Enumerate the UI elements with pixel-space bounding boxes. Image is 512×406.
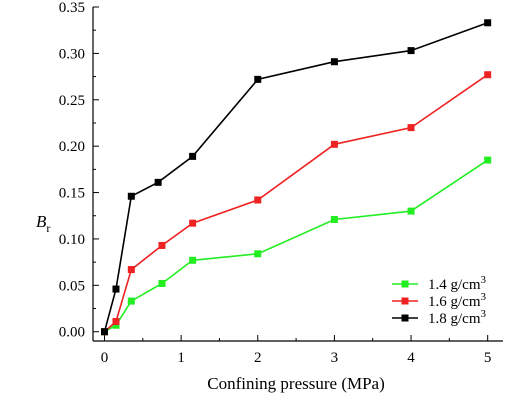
data-point xyxy=(100,328,108,336)
y-tick-label: 0.20 xyxy=(59,139,85,155)
data-point xyxy=(330,58,338,66)
data-point xyxy=(154,178,162,186)
legend-label: 1.8 g/cm3 xyxy=(428,308,487,327)
data-point xyxy=(158,279,166,287)
data-point xyxy=(189,256,197,264)
y-axis-label: Br xyxy=(36,212,50,235)
data-point xyxy=(407,47,415,55)
y-tick-label: 0.35 xyxy=(59,0,85,16)
data-point xyxy=(112,321,120,329)
legend-marker xyxy=(401,297,409,305)
y-tick-label: 0.15 xyxy=(59,186,85,202)
x-tick-label: 0 xyxy=(101,350,109,366)
legend-label: 1.4 g/cm3 xyxy=(428,274,487,293)
y-tick-label: 0.30 xyxy=(59,46,85,62)
data-point xyxy=(127,266,135,274)
legend-marker xyxy=(401,314,409,322)
data-point xyxy=(484,19,492,27)
data-point xyxy=(112,285,120,293)
x-axis-label: Confining pressure (MPa) xyxy=(207,374,385,393)
series-3 xyxy=(100,19,492,336)
data-point xyxy=(484,156,492,164)
x-tick-label: 2 xyxy=(254,350,262,366)
data-point xyxy=(407,207,415,215)
data-point xyxy=(127,192,135,200)
series-group xyxy=(100,19,492,336)
data-point xyxy=(158,241,166,249)
data-point xyxy=(127,297,135,305)
y-axis-label-main: B xyxy=(36,212,47,231)
x-tick-label: 4 xyxy=(407,350,415,366)
y-tick-label: 0.00 xyxy=(59,325,85,341)
legend-marker xyxy=(401,280,409,288)
data-point xyxy=(254,250,262,258)
x-tick-label: 1 xyxy=(177,350,185,366)
y-tick-label: 0.05 xyxy=(59,278,85,294)
data-point xyxy=(189,219,197,227)
data-point xyxy=(189,152,197,160)
data-point xyxy=(330,215,338,223)
legend-label: 1.6 g/cm3 xyxy=(428,291,487,310)
series-1 xyxy=(100,156,492,336)
y-axis-label-subscript: r xyxy=(46,221,50,235)
x-tick-label: 3 xyxy=(331,350,339,366)
data-point xyxy=(112,318,120,326)
legend-item: 1.6 g/cm3 xyxy=(392,291,487,310)
y-tick-label: 0.10 xyxy=(59,232,85,248)
legend-item: 1.8 g/cm3 xyxy=(392,308,487,327)
data-point xyxy=(407,124,415,132)
data-point xyxy=(330,140,338,148)
legend-item: 1.4 g/cm3 xyxy=(392,274,487,293)
data-point xyxy=(254,75,262,83)
x-tick-label: 5 xyxy=(484,350,492,366)
y-axis-ticks: 0.00 0.05 0.10 0.15 0.20 0.25 0.30 0.35 xyxy=(59,0,99,341)
y-tick-label: 0.25 xyxy=(59,93,85,109)
x-axis-ticks: 0 1 2 3 4 5 xyxy=(101,335,492,366)
data-point xyxy=(254,196,262,204)
data-point xyxy=(484,71,492,79)
